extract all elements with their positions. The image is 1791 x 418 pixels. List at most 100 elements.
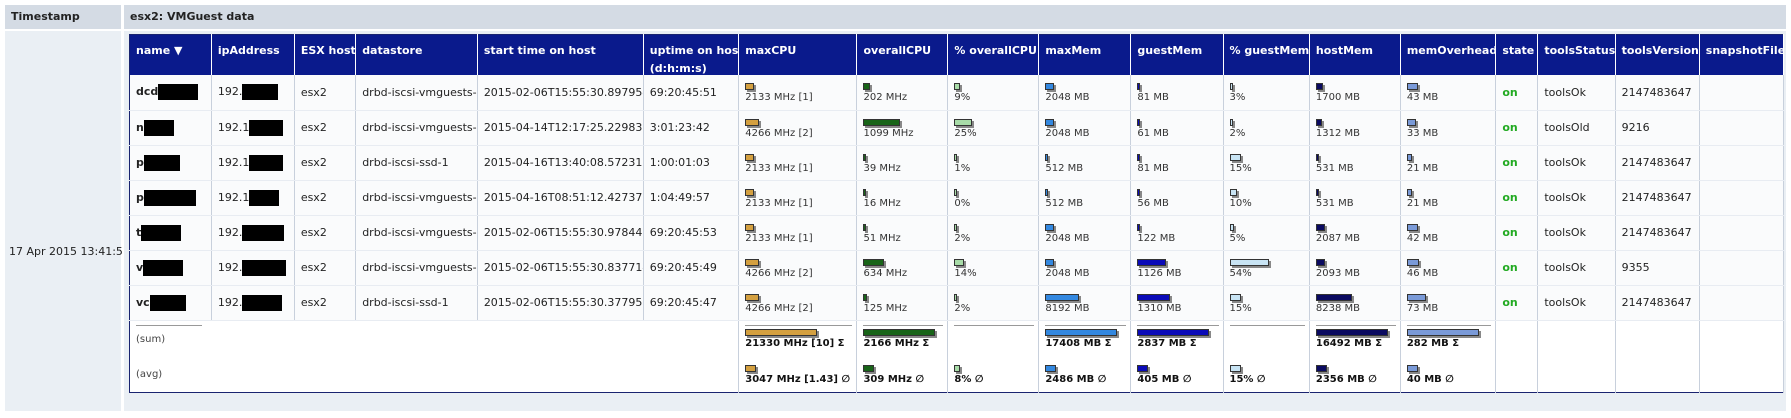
redaction-block — [249, 119, 284, 136]
tools-version: 9216 — [1621, 121, 1650, 134]
ip-address: 192.1 — [217, 190, 250, 204]
memoverhead-bar — [1406, 258, 1419, 266]
avg-maxmem-value: 2486 MB ∅ — [1045, 373, 1107, 385]
maxmem-value: 512 MB — [1045, 197, 1084, 209]
redaction-block — [242, 259, 287, 276]
table-row[interactable]: n 192.1 esx2 drbd-iscsi-vmguests-1 2015-04-1… — [129, 110, 1785, 146]
guestmem-value: 81 MB — [1137, 92, 1169, 104]
avg-guestmem-bar — [1137, 364, 1149, 372]
uptime: 69:20:45:49 — [649, 261, 717, 274]
esx-host: esx2 — [300, 191, 327, 204]
state-value: on — [1502, 226, 1518, 239]
ip-address: 192. — [217, 260, 243, 274]
avg-pct-guestmem-bar — [1229, 364, 1241, 372]
vm-name: p — [136, 155, 144, 169]
memoverhead-value: 43 MB — [1406, 92, 1439, 104]
esx-host: esx2 — [300, 296, 327, 309]
ip-address: 192.1 — [217, 155, 250, 169]
empty-cell — [1699, 320, 1785, 356]
state-value: on — [1502, 296, 1518, 309]
state-value: on — [1502, 121, 1518, 134]
table-row[interactable]: vc 192. esx2 drbd-iscsi-ssd-1 2015-02-06T15:… — [129, 285, 1785, 321]
sum-guestmem-value: 2837 MB Σ — [1137, 338, 1197, 350]
column-header-name[interactable]: name ▼ — [129, 34, 212, 75]
hostmem-value: 531 MB — [1315, 197, 1354, 209]
table-row[interactable]: v 192. esx2 drbd-iscsi-vmguests-1 2015-02-06… — [129, 250, 1785, 286]
column-header-label: datastore — [362, 44, 423, 57]
hostmem-bar — [1315, 118, 1322, 126]
guestmem-value: 1126 MB — [1137, 267, 1182, 279]
guestmem-value: 56 MB — [1137, 197, 1169, 209]
pct-overallcpu-value: 0% — [954, 197, 971, 209]
column-header-label: ESX host — [300, 44, 356, 57]
maxmem-value: 512 MB — [1045, 162, 1084, 174]
tools-version: 2147483647 — [1621, 156, 1692, 169]
redaction-block — [143, 154, 180, 171]
redaction-block — [242, 224, 285, 241]
redaction-block — [242, 294, 283, 311]
separator-line — [863, 324, 944, 326]
pct-overallcpu-bar — [954, 223, 958, 231]
uptime: 69:20:45:53 — [649, 226, 717, 239]
tools-version: 2147483647 — [1621, 226, 1692, 239]
overallcpu-value: 634 MHz — [863, 267, 908, 279]
maxmem-value: 2048 MB — [1045, 92, 1090, 104]
table-row[interactable]: t 192. esx2 drbd-iscsi-vmguests-1 2015-02-06… — [129, 215, 1785, 251]
redaction-block — [242, 84, 279, 101]
redaction-block — [249, 154, 284, 171]
vm-name: t — [136, 225, 142, 239]
vmguest-data-cell: name ▼ ipAddress ESX host datastore start ti… — [124, 31, 1786, 411]
overallcpu-bar — [863, 83, 871, 91]
separator-line — [1229, 324, 1305, 326]
empty-cell — [1615, 320, 1700, 356]
pct-overallcpu-value: 9% — [954, 92, 971, 104]
sum-maxcpu-value: 21330 MHz [10] Σ — [745, 338, 845, 350]
pct-guestmem-value: 2% — [1229, 127, 1246, 139]
pct-guestmem-bar — [1229, 258, 1269, 266]
tools-status: toolsOk — [1544, 191, 1586, 204]
pct-overallcpu-bar — [954, 118, 973, 126]
maxcpu-bar — [745, 258, 760, 266]
pct-guestmem-bar — [1229, 83, 1233, 91]
hostmem-value: 1312 MB — [1315, 127, 1361, 139]
guestmem-bar — [1137, 293, 1171, 301]
maxcpu-bar — [745, 188, 755, 196]
avg-memoverhead-value: 40 MB ∅ — [1406, 373, 1454, 385]
pct-overallcpu-bar — [954, 83, 961, 91]
table-row[interactable]: p 192.1 esx2 drbd-iscsi-vmguests-1 2015-04-1… — [129, 180, 1785, 216]
start-time: 2015-04-14T12:17:25.229833Z — [483, 121, 644, 134]
column-header-label: snapshotFile — [1705, 44, 1784, 57]
column-header-snapshotfile: snapshotFile — [1699, 34, 1785, 75]
start-time: 2015-02-06T15:55:30.978445Z — [483, 226, 644, 239]
sum-memoverhead-value: 282 MB Σ — [1406, 338, 1460, 350]
overallcpu-value: 1099 MHz — [863, 127, 914, 139]
vm-name: n — [136, 120, 144, 134]
table-header-row: name ▼ ipAddress ESX host datastore start ti… — [129, 34, 1785, 75]
avg-memoverhead-bar — [1406, 364, 1418, 372]
tools-status: toolsOk — [1544, 226, 1586, 239]
avg-maxmem-bar — [1045, 364, 1057, 372]
pct-overallcpu-value: 14% — [954, 267, 977, 279]
hostmem-bar — [1315, 153, 1319, 161]
pct-guestmem-value: 15% — [1229, 302, 1252, 314]
sum-maxmem-value: 17408 MB Σ — [1045, 338, 1112, 350]
maxcpu-bar — [745, 223, 755, 231]
state-value: on — [1502, 156, 1518, 169]
column-header-label: ipAddress — [217, 44, 280, 57]
sum-memoverhead-bar — [1406, 329, 1479, 337]
table-row[interactable]: dcd 192. esx2 drbd-iscsi-vmguests-1 2015-02-… — [129, 75, 1785, 111]
maxmem-value: 8192 MB — [1045, 302, 1090, 314]
memoverhead-bar — [1406, 293, 1426, 301]
tools-status: toolsOk — [1544, 261, 1586, 274]
column-header-start-time: start time on host — [477, 34, 644, 75]
table-row[interactable]: p 192.1 esx2 drbd-iscsi-ssd-1 2015-04-16T13:… — [129, 145, 1785, 181]
column-header-uptime: uptime on host (d:h:m:s) — [643, 34, 740, 75]
guestmem-bar — [1137, 83, 1141, 91]
memoverhead-bar — [1406, 223, 1418, 231]
memoverhead-value: 73 MB — [1406, 302, 1439, 314]
vmguest-table: name ▼ ipAddress ESX host datastore start ti… — [129, 34, 1785, 393]
pct-overallcpu-value: 2% — [954, 232, 971, 244]
datastore: drbd-iscsi-vmguests-1 — [362, 121, 478, 134]
pct-guestmem-value: 10% — [1229, 197, 1252, 209]
